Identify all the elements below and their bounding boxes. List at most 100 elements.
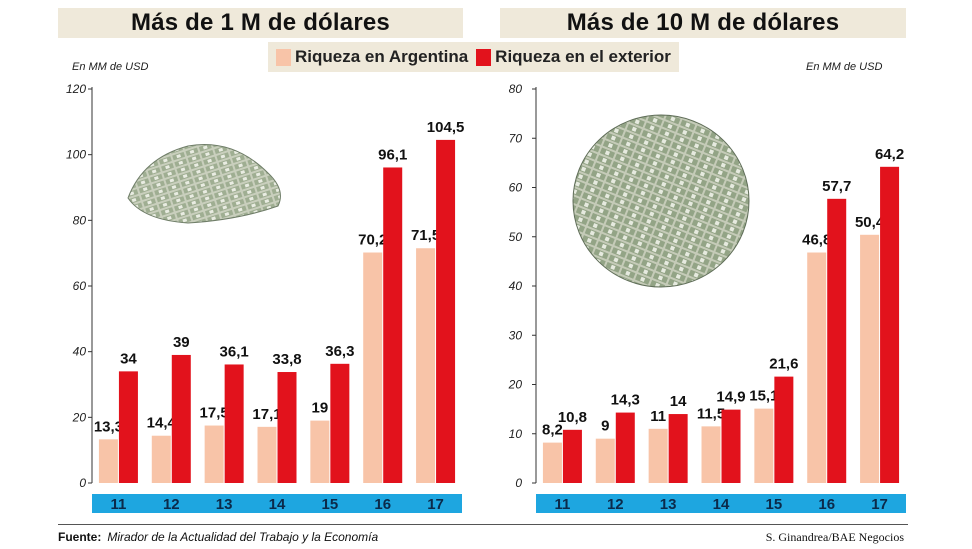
bar-argentina (595, 438, 615, 483)
bar-argentina (807, 252, 827, 483)
bar-exterior (827, 198, 847, 483)
y-tick-label: 20 (72, 410, 87, 424)
category-label: 16 (374, 496, 391, 513)
bar-argentina (648, 428, 668, 483)
data-label-exterior: 21,6 (769, 356, 798, 373)
data-label-argentina: 14,4 (147, 415, 177, 432)
bar-argentina (754, 408, 774, 483)
y-tick-label: 10 (509, 427, 523, 441)
data-label-argentina: 17,5 (200, 405, 229, 422)
data-label-argentina: 71,5 (411, 227, 440, 244)
data-label-argentina: 15,1 (749, 388, 778, 405)
data-label-exterior: 14,3 (611, 392, 640, 409)
y-tick-label: 120 (66, 82, 86, 96)
y-tick-label: 40 (73, 345, 87, 359)
y-tick-label: 100 (66, 148, 86, 162)
bar-argentina (542, 442, 562, 483)
category-label: 17 (427, 496, 444, 513)
bar-argentina (98, 439, 118, 483)
data-label-argentina: 70,2 (358, 232, 387, 249)
y-tick-label: 60 (509, 181, 523, 195)
bar-argentina (257, 426, 277, 483)
money-pile-small-icon (127, 144, 281, 224)
data-label-exterior: 36,1 (220, 343, 249, 360)
legend-swatch-argentina (276, 48, 291, 66)
bar-exterior (721, 409, 741, 483)
y-tick-label: 40 (509, 279, 523, 293)
footer-source-label: Fuente: (58, 530, 102, 544)
bar-argentina (204, 425, 224, 483)
data-label-argentina: 17,1 (252, 406, 281, 423)
bar-argentina (701, 426, 721, 483)
bar-exterior (436, 139, 456, 483)
category-label: 12 (607, 496, 624, 513)
y-tick-label: 20 (508, 378, 523, 392)
bar-exterior (330, 363, 350, 483)
y-tick-label: 0 (79, 476, 86, 490)
bar-argentina (860, 234, 880, 483)
y-tick-label: 80 (509, 82, 523, 96)
data-label-exterior: 33,8 (272, 351, 301, 368)
bar-exterior (880, 166, 900, 483)
bar-argentina (151, 435, 171, 483)
category-label: 11 (554, 496, 570, 513)
bar-exterior (277, 372, 297, 483)
bar-exterior (668, 414, 688, 483)
category-label: 16 (818, 496, 835, 513)
footer-source-text: Mirador de la Actualidad del Trabajo y l… (107, 530, 379, 544)
data-label-argentina: 13,3 (94, 418, 123, 435)
bar-exterior (562, 429, 582, 483)
category-label: 14 (269, 496, 286, 513)
data-label-argentina: 8,2 (542, 422, 563, 439)
category-label: 12 (163, 496, 180, 513)
bar-exterior (615, 412, 635, 483)
y-tick-label: 50 (509, 230, 523, 244)
data-label-exterior: 10,8 (558, 409, 587, 426)
y-tick-label: 60 (73, 279, 87, 293)
legend: Riqueza en Argentina Riqueza en el exter… (268, 42, 679, 72)
bar-exterior (118, 371, 138, 483)
category-label: 15 (322, 496, 339, 513)
legend-label-exterior: Riqueza en el exterior (495, 47, 671, 66)
legend-item-exterior: Riqueza en el exterior (476, 47, 671, 67)
footer-credit: S. Ginandrea/BAE Negocios (765, 530, 904, 544)
data-label-exterior: 57,7 (822, 178, 851, 195)
data-label-exterior: 104,5 (427, 119, 465, 136)
data-label-argentina: 11,5 (697, 405, 725, 422)
data-label-argentina: 11 (650, 408, 666, 425)
data-label-exterior: 64,2 (875, 146, 904, 163)
bar-exterior (171, 354, 191, 483)
category-label: 17 (871, 496, 888, 513)
y-tick-label: 70 (509, 131, 523, 145)
category-label: 11 (110, 496, 126, 513)
unit-label-left: En MM de USD (72, 61, 149, 73)
legend-label-argentina: Riqueza en Argentina (295, 47, 469, 66)
bar-exterior (774, 376, 794, 483)
bar-argentina (310, 420, 330, 483)
y-tick-label: 30 (509, 328, 523, 342)
data-label-exterior: 96,1 (378, 146, 407, 163)
data-label-exterior: 34 (120, 350, 137, 367)
legend-swatch-exterior (476, 48, 492, 66)
unit-label-right: En MM de USD (806, 61, 883, 73)
money-pile-large-icon (572, 114, 750, 288)
bar-exterior (383, 167, 403, 483)
data-label-exterior: 39 (173, 334, 190, 351)
chart-title-right: Más de 10 M de dólares (500, 8, 906, 38)
year-band (92, 494, 462, 513)
bar-exterior (224, 364, 244, 483)
data-label-exterior: 36,3 (325, 343, 354, 360)
category-label: 13 (216, 496, 233, 513)
bar-argentina (416, 248, 436, 483)
legend-item-argentina: Riqueza en Argentina (276, 47, 468, 67)
category-label: 14 (713, 496, 730, 513)
category-label: 15 (766, 496, 783, 513)
data-label-argentina: 19 (312, 400, 329, 417)
data-label-argentina: 46,8 (802, 232, 831, 249)
footer-source: Fuente: Mirador de la Actualidad del Trab… (58, 530, 378, 544)
footer-divider (58, 524, 908, 525)
chart-title-left: Más de 1 M de dólares (58, 8, 463, 38)
data-label-exterior: 14 (670, 393, 687, 410)
bar-argentina (363, 252, 383, 483)
